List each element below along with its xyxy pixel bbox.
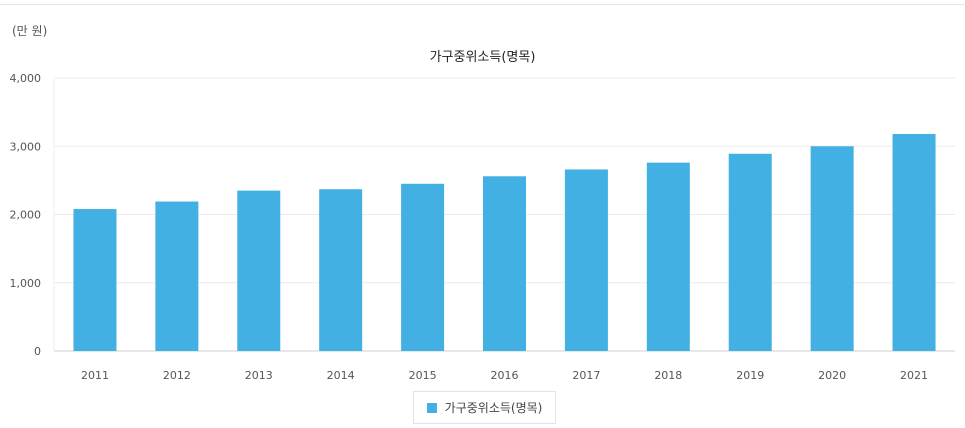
y-tick-label: 1,000	[10, 277, 42, 290]
x-tick-label: 2018	[654, 369, 682, 382]
chart-title: 가구중위소득(명목)	[429, 50, 536, 65]
y-axis-unit-label: (만 원)	[12, 24, 48, 38]
x-tick-label: 2011	[81, 369, 109, 382]
x-tick-label: 2013	[245, 369, 273, 382]
bar-2014[interactable]	[319, 189, 363, 351]
bar-2018[interactable]	[646, 162, 690, 351]
y-tick-label: 3,000	[10, 140, 42, 153]
bar-2017[interactable]	[564, 169, 608, 351]
x-tick-label: 2012	[163, 369, 191, 382]
top-divider	[0, 4, 965, 5]
bar-2020[interactable]	[810, 146, 854, 351]
x-tick-label: 2014	[327, 369, 355, 382]
y-tick-label: 4,000	[10, 72, 42, 85]
legend-swatch	[426, 402, 437, 413]
x-tick-label: 2020	[818, 369, 846, 382]
x-tick-label: 2019	[736, 369, 764, 382]
bars	[73, 133, 936, 351]
x-axis-ticks: 2011 2012 2013 2014 2015 2016 2017 2018 2019 2020…	[81, 369, 928, 382]
bar-2019[interactable]	[728, 153, 772, 351]
y-tick-label: 2,000	[10, 209, 42, 222]
legend-label: 가구중위소득(명목)	[444, 401, 543, 415]
bar-2016[interactable]	[483, 176, 526, 351]
bar-2011[interactable]	[73, 209, 117, 351]
x-tick-label: 2021	[900, 369, 928, 382]
bar-2021[interactable]	[892, 133, 936, 351]
y-axis-ticks: 0 1,000 2,000 3,000 4,000	[10, 72, 42, 358]
y-tick-label: 0	[34, 345, 41, 358]
bar-2013[interactable]	[237, 190, 281, 351]
x-tick-label: 2016	[491, 369, 519, 382]
legend[interactable]: 가구중위소득(명목)	[413, 391, 556, 424]
x-tick-label: 2017	[572, 369, 600, 382]
bar-2015[interactable]	[401, 183, 445, 351]
x-tick-label: 2015	[409, 369, 437, 382]
bar-2012[interactable]	[155, 201, 199, 351]
